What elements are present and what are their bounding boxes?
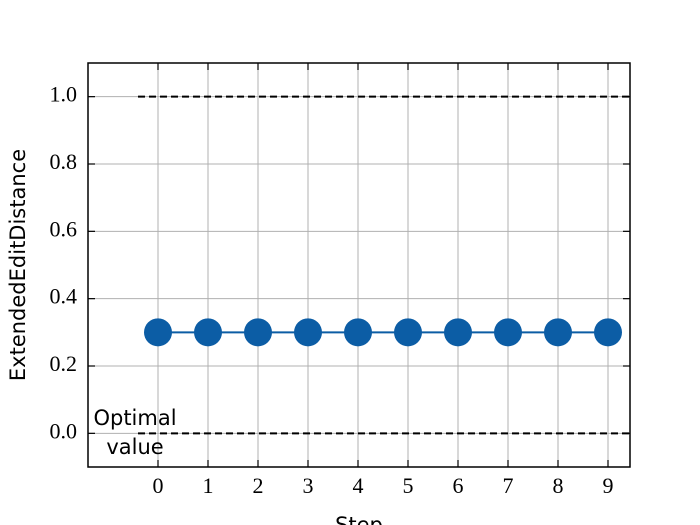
data-point (344, 318, 372, 347)
x-tick-label: 2 (253, 473, 264, 498)
x-tick-label: 4 (353, 473, 364, 498)
annotation: Optimal (93, 406, 176, 430)
annotation: value (106, 435, 163, 459)
x-tick-label: 9 (603, 473, 614, 498)
y-tick-label: 0.8 (50, 149, 78, 174)
y-axis-label: ExtendedEditDistance (6, 149, 30, 381)
data-point (144, 318, 172, 347)
data-point (494, 318, 522, 347)
x-tick-label: 7 (503, 473, 514, 498)
y-tick-label: 0.2 (50, 351, 78, 376)
data-point (594, 318, 622, 347)
x-tick-label: 0 (153, 473, 164, 498)
x-tick-label: 5 (403, 473, 414, 498)
plot-frame (87, 62, 631, 468)
data-point (244, 318, 272, 347)
data-point (544, 318, 572, 347)
x-axis-label: Step (335, 513, 383, 525)
x-tick-label: 6 (453, 473, 464, 498)
y-tick-label: 0.4 (50, 284, 78, 309)
y-tick-label: 1.0 (50, 82, 78, 107)
data-point (444, 318, 472, 347)
y-tick-label: 0.0 (50, 418, 78, 443)
x-tick-label: 8 (553, 473, 564, 498)
y-tick-label: 0.6 (50, 216, 78, 241)
data-point (294, 318, 322, 347)
data-point (394, 318, 422, 347)
x-tick-label: 1 (203, 473, 214, 498)
x-tick-label: 3 (303, 473, 314, 498)
data-point (194, 318, 222, 347)
